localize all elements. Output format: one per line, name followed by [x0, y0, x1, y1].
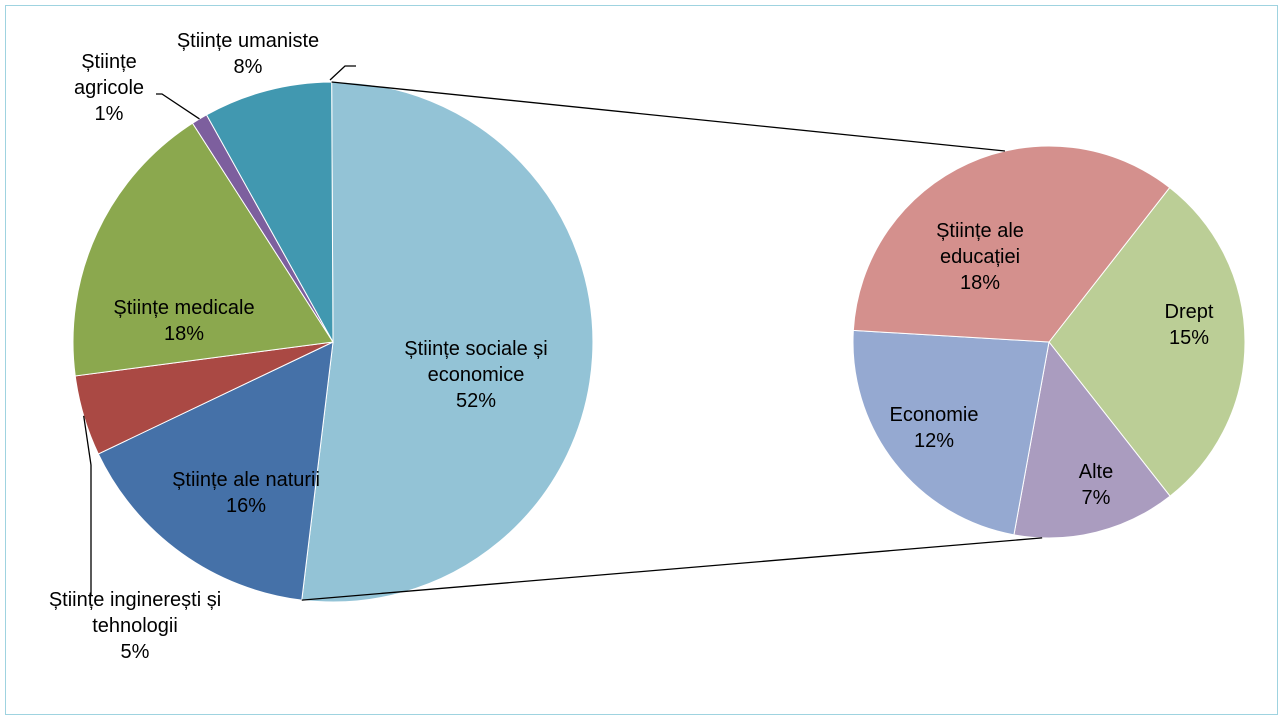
secondary-label-drept: Drept 15%	[1165, 301, 1214, 349]
secondary-slice-alte	[1013, 340, 1171, 539]
leader-line-stiinte-umaniste	[329, 65, 356, 81]
main-label-stiinte-ingineresti-si-tehnologii: Științe inginerești și tehnologii 5%	[49, 589, 221, 663]
secondary-label-economie: Economie 12%	[890, 404, 979, 452]
main-label-stiinte-ale-naturii: Științe ale naturii 16%	[172, 469, 320, 517]
main-label-stiinte-umaniste: Științe umaniste 8%	[177, 30, 319, 78]
connector-line-bottom	[301, 537, 1043, 601]
leader-line-stiinte-ingineresti	[83, 415, 92, 596]
main-label-stiinte-medicale: Științe medicale 18%	[113, 297, 254, 345]
main-label-stiinte-sociale-si-economice: Științe sociale și economice 52%	[404, 338, 547, 412]
main-slice-stiinte-medicale	[72, 122, 334, 377]
leader-line-stiinte-agricole	[156, 93, 200, 120]
secondary-slice-stiinte-ale-educatiei	[852, 145, 1171, 343]
secondary-slice-economie	[852, 329, 1050, 536]
secondary-slice-drept	[1048, 186, 1246, 497]
main-slice-stiinte-ale-naturii	[97, 341, 334, 601]
secondary-label-alte: Alte 7%	[1079, 461, 1113, 509]
connector-line-top	[331, 81, 1005, 152]
secondary-label-stiinte-ale-educatiei: Științe ale educației 18%	[936, 220, 1024, 294]
main-slice-stiinte-umaniste	[205, 81, 334, 343]
main-slice-stiinte-sociale-si-economice	[301, 81, 594, 603]
main-label-stiinte-agricole: Științe agricole 1%	[74, 51, 144, 125]
